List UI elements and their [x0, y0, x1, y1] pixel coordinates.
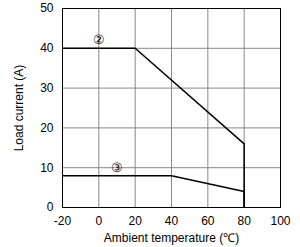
svg-text:-20: -20: [54, 214, 72, 228]
svg-text:50: 50: [40, 1, 54, 15]
svg-text:20: 20: [40, 121, 54, 135]
svg-text:40: 40: [165, 214, 179, 228]
svg-text:30: 30: [40, 81, 54, 95]
svg-text:Load current (A): Load current (A): [12, 65, 26, 152]
svg-text:80: 80: [237, 214, 251, 228]
svg-text:10: 10: [40, 161, 54, 175]
svg-text:③: ③: [111, 160, 123, 175]
svg-text:0: 0: [95, 214, 102, 228]
svg-text:40: 40: [40, 41, 54, 55]
svg-text:100: 100: [270, 214, 290, 228]
svg-text:60: 60: [201, 214, 215, 228]
svg-text:0: 0: [47, 200, 54, 214]
svg-text:②: ②: [93, 32, 105, 47]
svg-text:20: 20: [128, 214, 142, 228]
svg-text:Ambient temperature (℃): Ambient temperature (℃): [104, 231, 239, 245]
